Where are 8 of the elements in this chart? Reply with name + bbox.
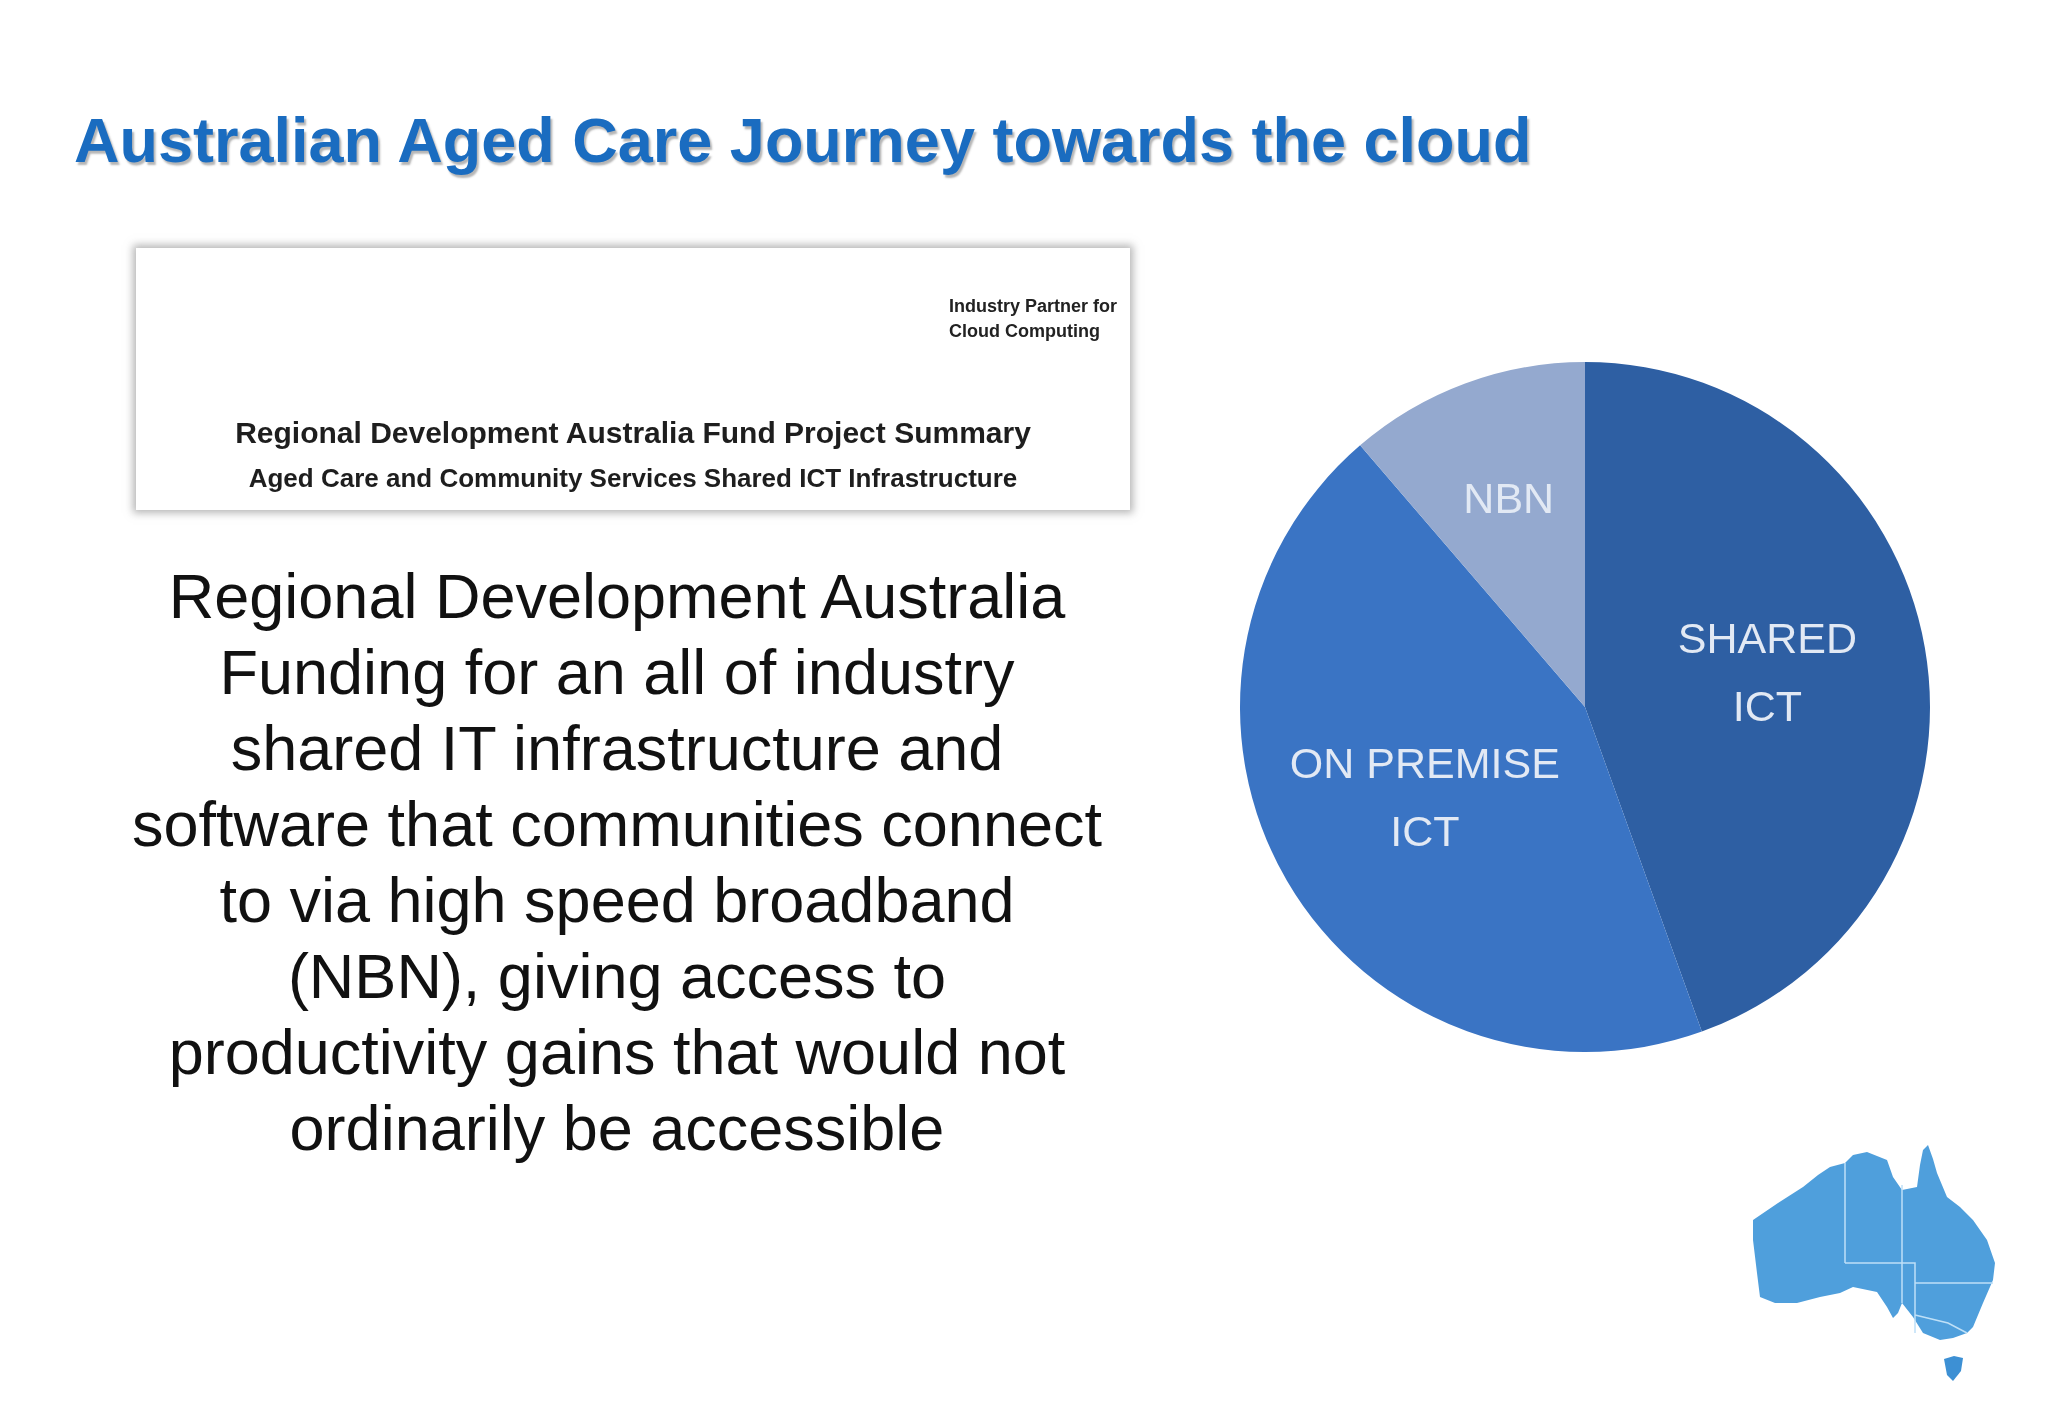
text: Regional Development Australia Fund Project Summary bbox=[234, 415, 1032, 451]
text: Aged Care and Community Services Shared ICT Infrastructure bbox=[247, 462, 1019, 495]
text: Regional Development Australia Funding for an all of industry shared IT infrastructure and software that communities connect to via high speed broadband (NBN), giving access to productivity gains that would not ordinarily be accessible bbox=[131, 560, 1103, 1165]
slice-label: SHARED ICT bbox=[1677, 614, 1857, 731]
slice-label: ON PREMISE ICT bbox=[1289, 739, 1560, 856]
slice-label: NBN bbox=[1463, 474, 1555, 523]
text: Industry Partner for Cloud Computing bbox=[949, 295, 1119, 343]
chart-title: Australian Aged Care Journey towards the cloud bbox=[74, 104, 1532, 177]
